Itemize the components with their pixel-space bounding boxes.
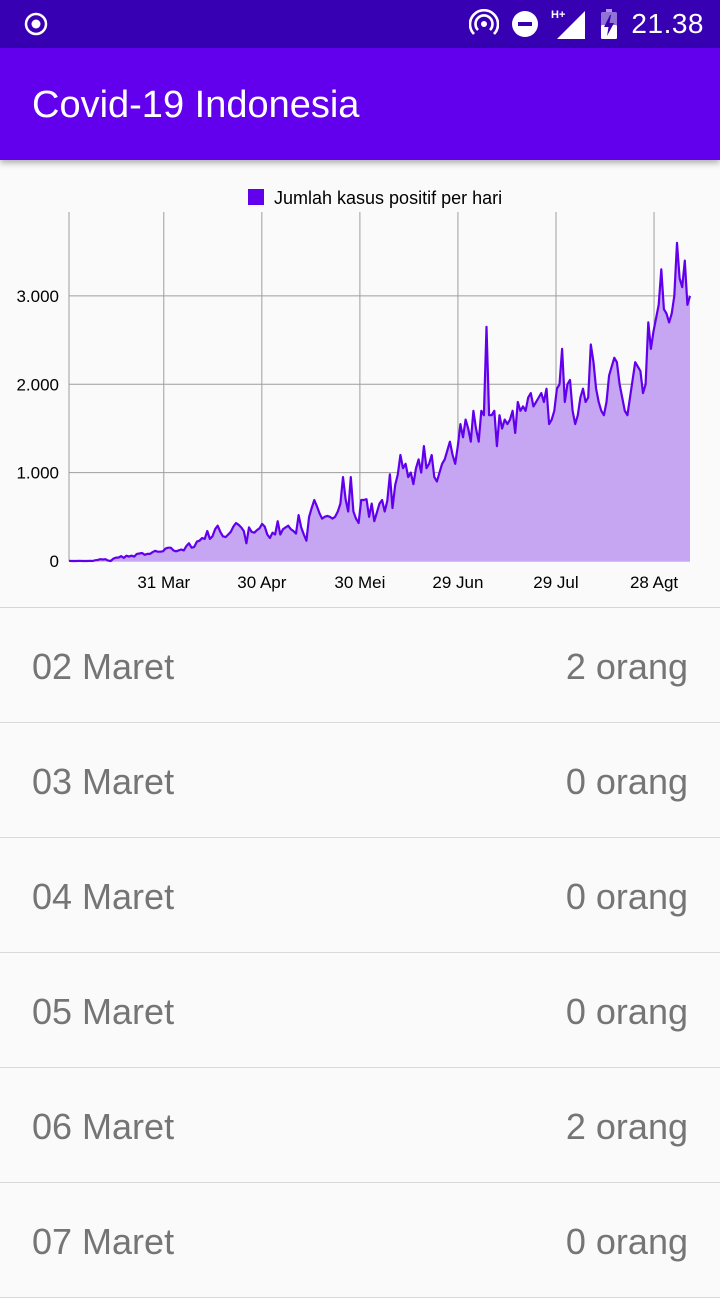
list-item[interactable]: 03 Maret 0 orang [0, 723, 720, 838]
list-item-date: 07 Maret [32, 1221, 175, 1262]
cases-chart-svg: 0 1.000 2.000 3.000 31 Mar 30 Apr 30 Mei 29 Jun… [16, 188, 692, 592]
app-title: Covid-19 Indonesia [32, 84, 360, 126]
x-tick-label: 29 Jun [432, 573, 483, 592]
legend-swatch [248, 189, 264, 205]
list-item-count: 0 orang [565, 1221, 688, 1262]
chart-divider [0, 607, 720, 608]
x-tick-label: 31 Mar [137, 573, 190, 592]
y-tick-label: 3.000 [16, 287, 59, 306]
status-time: 21.38 [631, 8, 704, 39]
cases-chart: 0 1.000 2.000 3.000 31 Mar 30 Apr 30 Mei 29 Jun… [0, 160, 720, 608]
x-tick-label: 30 Mei [334, 573, 385, 592]
list-item-date: 02 Maret [32, 646, 175, 687]
battery-charging-icon [601, 9, 618, 39]
svg-text:H+: H+ [551, 9, 565, 21]
list-item-date: 05 Maret [32, 991, 175, 1032]
list-item-count: 2 orang [565, 646, 688, 687]
list-item-date: 04 Maret [32, 876, 175, 917]
list-item-count: 0 orang [565, 991, 688, 1032]
x-tick-label: 29 Jul [533, 573, 578, 592]
target-icon [24, 12, 48, 36]
list-item[interactable]: 05 Maret 0 orang [0, 953, 720, 1068]
signal-hplus-icon: H+ [551, 9, 586, 39]
list-item-date: 03 Maret [32, 761, 175, 802]
y-tick-label: 1.000 [16, 464, 59, 483]
hotspot-icon [469, 9, 500, 35]
series-area [69, 242, 690, 561]
y-tick-label: 2.000 [16, 375, 59, 394]
list-item[interactable]: 07 Maret 0 orang [0, 1183, 720, 1298]
daily-cases-list[interactable]: 02 Maret 2 orang 03 Maret 0 orang 04 Maret 0 … [0, 608, 720, 1298]
legend-label: Jumlah kasus positif per hari [274, 188, 502, 208]
list-item-count: 2 orang [565, 1106, 688, 1147]
list-item-date: 06 Maret [32, 1106, 175, 1147]
do-not-disturb-icon [512, 11, 539, 37]
list-item[interactable]: 04 Maret 0 orang [0, 838, 720, 953]
x-tick-label: 28 Agt [630, 573, 678, 592]
series-line [68, 241, 692, 563]
y-tick-label: 0 [50, 552, 59, 571]
list-item[interactable]: 02 Maret 2 orang [0, 608, 720, 723]
status-bar: H+ 21.38 [0, 0, 720, 48]
x-tick-label: 30 Apr [237, 573, 286, 592]
list-item[interactable]: 06 Maret 2 orang [0, 1068, 720, 1183]
app-bar: Covid-19 Indonesia [0, 48, 720, 160]
list-item-count: 0 orang [565, 876, 688, 917]
list-item-count: 0 orang [565, 761, 688, 802]
